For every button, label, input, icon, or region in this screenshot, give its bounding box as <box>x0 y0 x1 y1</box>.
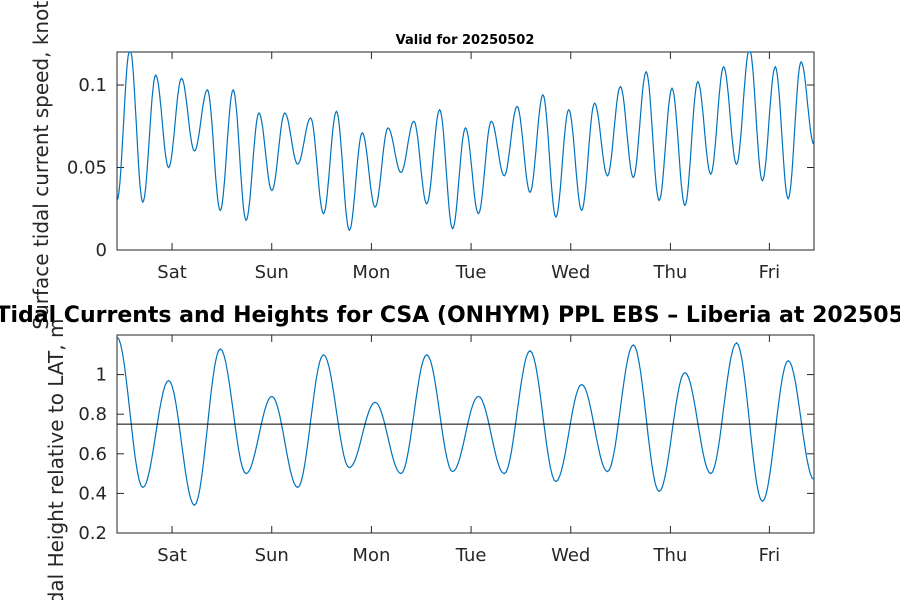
current-speed-series-line <box>116 51 815 232</box>
tidal-height-xtick-label: Sun <box>255 545 289 566</box>
current-speed-ylabel: Surface tidal current speed, knots <box>29 0 53 330</box>
tidal-height-ticks: 0.2 0.4 0.6 0.8 1 Sat Sun Mon Tue Wed Thu Fri <box>78 335 814 566</box>
current-speed-ytick-label: 0.1 <box>78 75 107 96</box>
tidal-height-series-line <box>116 336 815 507</box>
tidal-height-xtick-label: Thu <box>653 545 688 566</box>
current-speed-xtick-label: Sat <box>157 262 187 283</box>
tidal-height-xtick-label: Sat <box>157 545 187 566</box>
tidal-height-ytick-label: 0.6 <box>78 444 107 465</box>
current-speed-plot: 0 0.05 0.1 Sat Sun Mon Tue Wed Thu Fri Valid for … <box>29 0 815 330</box>
current-speed-title: Valid for 20250502 <box>396 33 535 48</box>
current-speed-ytick-label: 0 <box>96 240 107 261</box>
current-speed-xtick-label: Mon <box>352 262 390 283</box>
current-speed-xtick-label: Tue <box>455 262 487 283</box>
tidal-height-xtick-label: Fri <box>759 545 780 566</box>
current-speed-xtick-label: Fri <box>759 262 780 283</box>
tidal-height-xtick-label: Wed <box>551 545 590 566</box>
tidal-height-xtick-label: Tue <box>455 545 487 566</box>
tidal-height-ytick-label: 0.8 <box>78 404 107 425</box>
current-speed-ytick-label: 0.05 <box>67 158 107 179</box>
tidal-height-ytick-label: 0.2 <box>78 523 107 544</box>
current-speed-ticks: 0 0.05 0.1 Sat Sun Mon Tue Wed Thu Fri <box>67 52 814 283</box>
tidal-height-ylabel: Tidal Height relative to LAT, m <box>44 319 68 600</box>
tidal-height-plot: 0.2 0.4 0.6 0.8 1 Sat Sun Mon Tue Wed Thu Fri Tidal… <box>0 303 900 600</box>
tidal-height-ytick-label: 1 <box>96 365 107 386</box>
current-speed-xtick-label: Wed <box>551 262 590 283</box>
current-speed-axes-box <box>116 51 815 251</box>
tidal-height-title: Tidal Currents and Heights for CSA (ONHY… <box>0 303 900 328</box>
tidal-height-ytick-label: 0.4 <box>78 483 107 504</box>
tidal-height-xtick-label: Mon <box>352 545 390 566</box>
current-speed-xtick-label: Sun <box>255 262 289 283</box>
current-speed-xtick-label: Thu <box>653 262 688 283</box>
